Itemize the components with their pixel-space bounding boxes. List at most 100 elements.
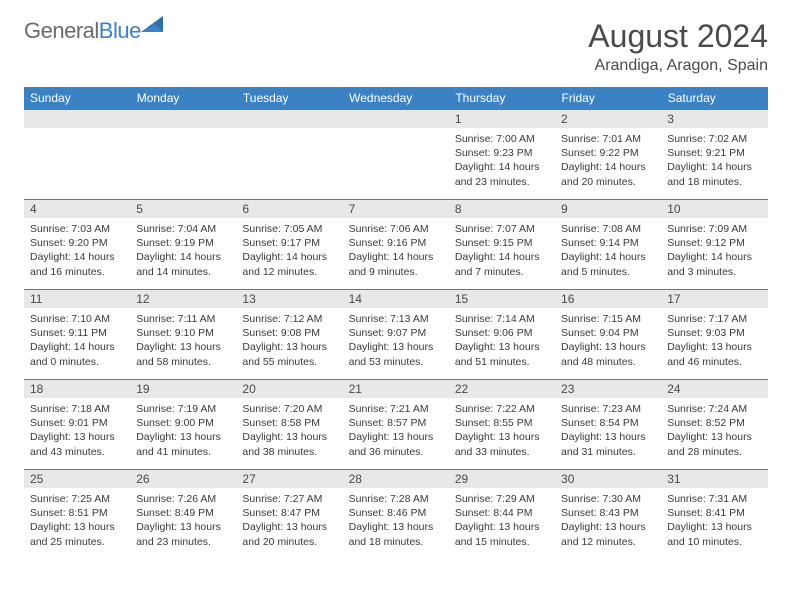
daylight-text: Daylight: 13 hours and 20 minutes. — [242, 520, 336, 548]
day-number — [343, 110, 449, 128]
day-number — [130, 110, 236, 128]
day-details: Sunrise: 7:09 AMSunset: 9:12 PMDaylight:… — [661, 218, 767, 285]
daylight-text: Daylight: 14 hours and 14 minutes. — [136, 250, 230, 278]
day-number: 10 — [661, 200, 767, 218]
day-details: Sunrise: 7:19 AMSunset: 9:00 PMDaylight:… — [130, 398, 236, 465]
day-details: Sunrise: 7:08 AMSunset: 9:14 PMDaylight:… — [555, 218, 661, 285]
sunrise-text: Sunrise: 7:31 AM — [667, 492, 761, 506]
sunrise-text: Sunrise: 7:08 AM — [561, 222, 655, 236]
sunrise-text: Sunrise: 7:23 AM — [561, 402, 655, 416]
daylight-text: Daylight: 13 hours and 41 minutes. — [136, 430, 230, 458]
day-details: Sunrise: 7:12 AMSunset: 9:08 PMDaylight:… — [236, 308, 342, 375]
day-number: 23 — [555, 380, 661, 398]
sunset-text: Sunset: 9:08 PM — [242, 326, 336, 340]
day-cell: 8Sunrise: 7:07 AMSunset: 9:15 PMDaylight… — [449, 200, 555, 290]
daylight-text: Daylight: 14 hours and 3 minutes. — [667, 250, 761, 278]
daylight-text: Daylight: 13 hours and 53 minutes. — [349, 340, 443, 368]
day-number: 1 — [449, 110, 555, 128]
day-details: Sunrise: 7:05 AMSunset: 9:17 PMDaylight:… — [236, 218, 342, 285]
day-number: 5 — [130, 200, 236, 218]
day-cell — [236, 110, 342, 200]
sunrise-text: Sunrise: 7:15 AM — [561, 312, 655, 326]
week-row: 11Sunrise: 7:10 AMSunset: 9:11 PMDayligh… — [24, 290, 768, 380]
day-cell: 1Sunrise: 7:00 AMSunset: 9:23 PMDaylight… — [449, 110, 555, 200]
sunset-text: Sunset: 9:01 PM — [30, 416, 124, 430]
sunset-text: Sunset: 9:06 PM — [455, 326, 549, 340]
day-cell — [343, 110, 449, 200]
sunrise-text: Sunrise: 7:25 AM — [30, 492, 124, 506]
sunset-text: Sunset: 8:44 PM — [455, 506, 549, 520]
sunrise-text: Sunrise: 7:14 AM — [455, 312, 549, 326]
day-number: 19 — [130, 380, 236, 398]
day-cell: 31Sunrise: 7:31 AMSunset: 8:41 PMDayligh… — [661, 470, 767, 560]
sunrise-text: Sunrise: 7:27 AM — [242, 492, 336, 506]
day-number: 16 — [555, 290, 661, 308]
sunset-text: Sunset: 8:41 PM — [667, 506, 761, 520]
sunset-text: Sunset: 8:46 PM — [349, 506, 443, 520]
day-cell: 22Sunrise: 7:22 AMSunset: 8:55 PMDayligh… — [449, 380, 555, 470]
sunrise-text: Sunrise: 7:24 AM — [667, 402, 761, 416]
logo-triangle-icon — [139, 14, 165, 41]
day-number: 4 — [24, 200, 130, 218]
sunset-text: Sunset: 9:12 PM — [667, 236, 761, 250]
day-details: Sunrise: 7:15 AMSunset: 9:04 PMDaylight:… — [555, 308, 661, 375]
day-number: 28 — [343, 470, 449, 488]
daylight-text: Daylight: 13 hours and 10 minutes. — [667, 520, 761, 548]
day-number: 26 — [130, 470, 236, 488]
sunrise-text: Sunrise: 7:03 AM — [30, 222, 124, 236]
day-number: 24 — [661, 380, 767, 398]
daylight-text: Daylight: 13 hours and 38 minutes. — [242, 430, 336, 458]
sunset-text: Sunset: 9:04 PM — [561, 326, 655, 340]
sunset-text: Sunset: 8:52 PM — [667, 416, 761, 430]
sunrise-text: Sunrise: 7:05 AM — [242, 222, 336, 236]
day-details: Sunrise: 7:13 AMSunset: 9:07 PMDaylight:… — [343, 308, 449, 375]
sunrise-text: Sunrise: 7:21 AM — [349, 402, 443, 416]
day-header: Friday — [555, 87, 661, 110]
day-number: 29 — [449, 470, 555, 488]
day-details: Sunrise: 7:06 AMSunset: 9:16 PMDaylight:… — [343, 218, 449, 285]
day-details: Sunrise: 7:22 AMSunset: 8:55 PMDaylight:… — [449, 398, 555, 465]
title-block: August 2024 Arandiga, Aragon, Spain — [588, 18, 768, 75]
day-details: Sunrise: 7:07 AMSunset: 9:15 PMDaylight:… — [449, 218, 555, 285]
sunset-text: Sunset: 8:55 PM — [455, 416, 549, 430]
day-details: Sunrise: 7:27 AMSunset: 8:47 PMDaylight:… — [236, 488, 342, 555]
daylight-text: Daylight: 14 hours and 9 minutes. — [349, 250, 443, 278]
day-cell: 6Sunrise: 7:05 AMSunset: 9:17 PMDaylight… — [236, 200, 342, 290]
day-number: 25 — [24, 470, 130, 488]
daylight-text: Daylight: 14 hours and 16 minutes. — [30, 250, 124, 278]
day-cell: 28Sunrise: 7:28 AMSunset: 8:46 PMDayligh… — [343, 470, 449, 560]
day-number: 7 — [343, 200, 449, 218]
day-details: Sunrise: 7:03 AMSunset: 9:20 PMDaylight:… — [24, 218, 130, 285]
daylight-text: Daylight: 13 hours and 18 minutes. — [349, 520, 443, 548]
day-cell: 4Sunrise: 7:03 AMSunset: 9:20 PMDaylight… — [24, 200, 130, 290]
daylight-text: Daylight: 14 hours and 5 minutes. — [561, 250, 655, 278]
day-details: Sunrise: 7:17 AMSunset: 9:03 PMDaylight:… — [661, 308, 767, 375]
daylight-text: Daylight: 13 hours and 31 minutes. — [561, 430, 655, 458]
day-cell: 16Sunrise: 7:15 AMSunset: 9:04 PMDayligh… — [555, 290, 661, 380]
day-details — [24, 128, 130, 188]
sunrise-text: Sunrise: 7:10 AM — [30, 312, 124, 326]
day-details: Sunrise: 7:00 AMSunset: 9:23 PMDaylight:… — [449, 128, 555, 195]
day-cell: 5Sunrise: 7:04 AMSunset: 9:19 PMDaylight… — [130, 200, 236, 290]
sunrise-text: Sunrise: 7:00 AM — [455, 132, 549, 146]
sunset-text: Sunset: 9:00 PM — [136, 416, 230, 430]
day-details: Sunrise: 7:23 AMSunset: 8:54 PMDaylight:… — [555, 398, 661, 465]
sunset-text: Sunset: 9:10 PM — [136, 326, 230, 340]
day-details: Sunrise: 7:31 AMSunset: 8:41 PMDaylight:… — [661, 488, 767, 555]
logo-text-general: General — [24, 18, 99, 43]
sunrise-text: Sunrise: 7:30 AM — [561, 492, 655, 506]
page-location: Arandiga, Aragon, Spain — [588, 57, 768, 75]
sunrise-text: Sunrise: 7:01 AM — [561, 132, 655, 146]
day-number: 17 — [661, 290, 767, 308]
day-number: 12 — [130, 290, 236, 308]
daylight-text: Daylight: 14 hours and 12 minutes. — [242, 250, 336, 278]
day-cell: 21Sunrise: 7:21 AMSunset: 8:57 PMDayligh… — [343, 380, 449, 470]
sunset-text: Sunset: 9:22 PM — [561, 146, 655, 160]
sunset-text: Sunset: 9:23 PM — [455, 146, 549, 160]
day-details: Sunrise: 7:24 AMSunset: 8:52 PMDaylight:… — [661, 398, 767, 465]
day-details: Sunrise: 7:20 AMSunset: 8:58 PMDaylight:… — [236, 398, 342, 465]
sunrise-text: Sunrise: 7:12 AM — [242, 312, 336, 326]
day-cell: 24Sunrise: 7:24 AMSunset: 8:52 PMDayligh… — [661, 380, 767, 470]
day-cell: 14Sunrise: 7:13 AMSunset: 9:07 PMDayligh… — [343, 290, 449, 380]
day-details: Sunrise: 7:21 AMSunset: 8:57 PMDaylight:… — [343, 398, 449, 465]
